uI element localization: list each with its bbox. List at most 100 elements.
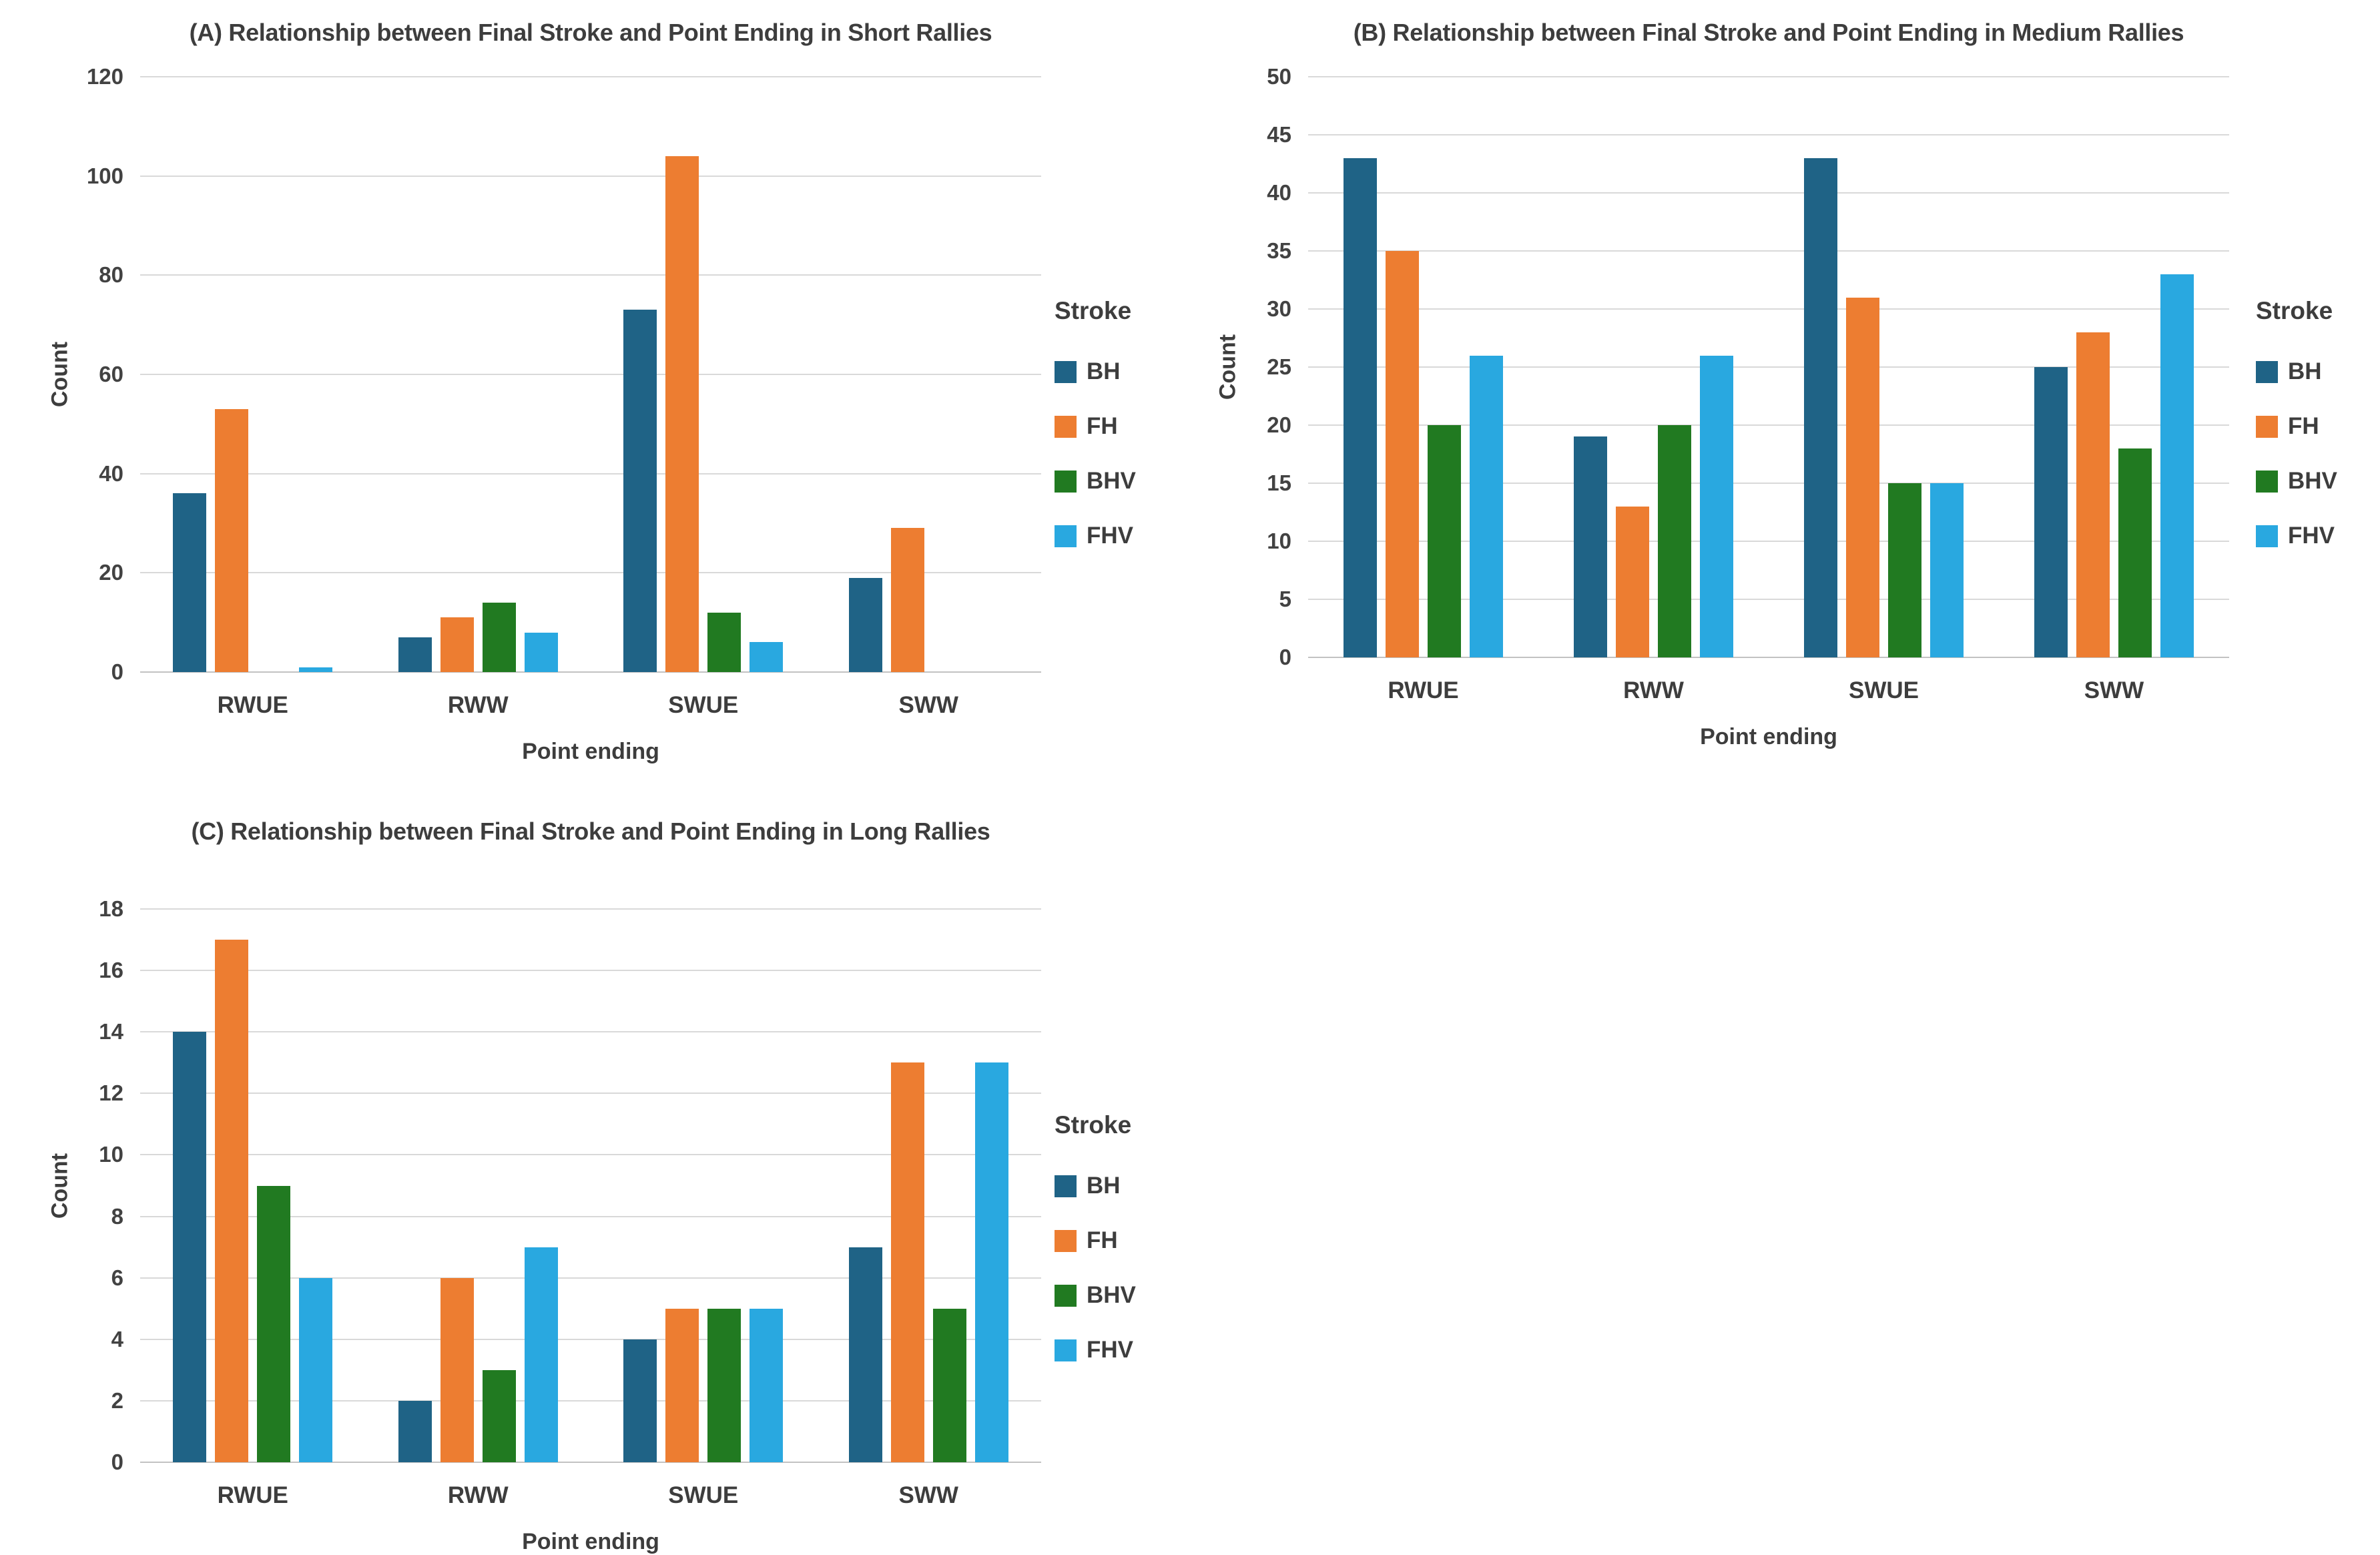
bar-fhv-swue: [1930, 483, 1964, 657]
plot-area: 0 2 4 6 8 10 12 14 16 18: [99, 896, 1041, 1474]
chart-title: (A) Relationship between Final Stroke an…: [189, 19, 992, 46]
gridline: [140, 274, 1041, 276]
legend-item-fhv: FHV: [2256, 523, 2337, 549]
bar-bhv-sww: [2118, 448, 2152, 657]
bar-bhv-swue: [1888, 483, 1921, 657]
gridline: [140, 1400, 1041, 1402]
legend: Stroke BH FH BHV FHV: [2256, 297, 2337, 577]
bar-fhv-sww: [974, 1062, 1008, 1462]
y-tick-label: 35: [1267, 238, 1291, 263]
bar-bh-swue: [623, 310, 657, 672]
y-tick-label: 10: [1267, 529, 1291, 553]
x-axis-title: Point ending: [522, 739, 659, 764]
bar-bh-rwue: [173, 493, 207, 672]
bar-fhv-rwue: [299, 1277, 333, 1462]
x-category-label: SWUE: [668, 692, 739, 718]
gridline: [1308, 599, 2229, 600]
x-category-labels: RWUE RWW SWUE SWW: [1308, 677, 2229, 711]
legend-item-bh: BH: [1055, 1173, 1136, 1199]
bar-fh-sww: [2076, 332, 2110, 657]
gridline: [1308, 192, 2229, 194]
bar-bh-swue: [1804, 158, 1837, 657]
gridline: [1308, 366, 2229, 368]
bar-fhv-rww: [1700, 355, 1733, 657]
x-axis-line: [140, 671, 1041, 673]
legend-swatch-bhv-icon: [1055, 1284, 1077, 1307]
legend-swatch-fhv-icon: [1055, 525, 1077, 547]
x-category-labels: RWUE RWW SWUE SWW: [140, 692, 1041, 725]
x-category-label: SWW: [898, 692, 958, 718]
legend-item-label: FH: [1087, 1227, 1118, 1253]
legend-item-label: BHV: [1087, 1282, 1136, 1308]
bar-fh-sww: [890, 1062, 924, 1462]
bar-bhv-swue: [707, 612, 741, 672]
y-tick-label: 60: [99, 362, 123, 386]
bar-fh-swue: [665, 156, 699, 672]
legend-item-label: BH: [1087, 1173, 1121, 1199]
gridline: [140, 970, 1041, 972]
gridline: [140, 1215, 1041, 1217]
chart-title: (B) Relationship between Final Stroke an…: [1353, 19, 2184, 46]
y-tick-label: 2: [111, 1387, 123, 1413]
gridline: [140, 908, 1041, 910]
y-tick-label: 15: [1267, 471, 1291, 495]
x-category-label: RWUE: [217, 1482, 288, 1508]
y-tick-label: 25: [1267, 354, 1291, 379]
x-axis-title: Point ending: [522, 1529, 659, 1554]
legend-swatch-fh-icon: [1055, 415, 1077, 438]
chart-medium-rallies: (B) Relationship between Final Stroke an…: [1215, 13, 2380, 788]
y-tick-label: 45: [1267, 122, 1291, 147]
y-tick-label: 18: [99, 896, 123, 921]
legend-item-bh: BH: [2256, 358, 2337, 385]
legend-item-fh: FH: [1055, 413, 1136, 440]
x-axis-line: [140, 1462, 1041, 1463]
x-category-label: SWUE: [1849, 677, 1919, 703]
legend-swatch-bhv-icon: [1055, 470, 1077, 493]
bar-bhv-rww: [1658, 425, 1691, 657]
y-tick-label: 6: [111, 1265, 123, 1290]
gridline: [140, 473, 1041, 475]
bar-bhv-rww: [482, 1369, 516, 1462]
bar-fh-rwue: [1386, 251, 1419, 657]
y-tick-label: 20: [99, 560, 123, 585]
gridline: [140, 175, 1041, 177]
gridline: [1308, 541, 2229, 542]
y-tick-label: 30: [1267, 296, 1291, 321]
gridline: [1308, 424, 2229, 426]
bar-bh-rww: [398, 637, 432, 672]
x-category-label: SWW: [2084, 677, 2144, 703]
bar-bh-sww: [848, 1247, 882, 1462]
y-tick-label: 14: [99, 1019, 123, 1044]
x-category-label: SWUE: [668, 1482, 739, 1508]
gridline: [1308, 134, 2229, 135]
legend-item-label: BH: [2288, 358, 2322, 384]
bar-bhv-rwue: [257, 1185, 291, 1462]
bar-bh-rwue: [173, 1032, 207, 1462]
chart-short-rallies: (A) Relationship between Final Stroke an…: [27, 13, 1201, 788]
legend: Stroke BH FH BHV FHV: [1055, 297, 1136, 577]
bar-bhv-rwue: [1428, 425, 1461, 657]
bar-bhv-sww: [932, 1308, 966, 1462]
bar-fh-rwue: [215, 940, 249, 1462]
gridline: [140, 572, 1041, 574]
y-tick-label: 8: [111, 1203, 123, 1229]
legend-title: Stroke: [1055, 297, 1132, 324]
bar-fh-swue: [1846, 297, 1879, 657]
legend-item-label: FHV: [1087, 1337, 1133, 1363]
bar-fhv-swue: [750, 642, 784, 672]
legend-item-label: BHV: [2288, 468, 2337, 494]
bar-fhv-rwue: [1470, 355, 1503, 657]
x-category-label: RWW: [1623, 677, 1684, 703]
legend-item-label: BHV: [1087, 468, 1136, 494]
legend-swatch-bhv-icon: [2256, 470, 2278, 493]
legend-item-label: FH: [1087, 413, 1118, 439]
legend-title: Stroke: [2256, 297, 2333, 324]
legend-item-bhv: BHV: [1055, 468, 1136, 495]
bar-bh-sww: [848, 577, 882, 672]
x-category-label: RWW: [447, 1482, 509, 1508]
legend-item-label: FHV: [1087, 523, 1133, 549]
x-axis-line: [1308, 657, 2229, 658]
legend: Stroke BH FH BHV FHV: [1055, 1111, 1136, 1391]
gridline: [1308, 308, 2229, 310]
bar-fh-rww: [440, 1277, 474, 1462]
